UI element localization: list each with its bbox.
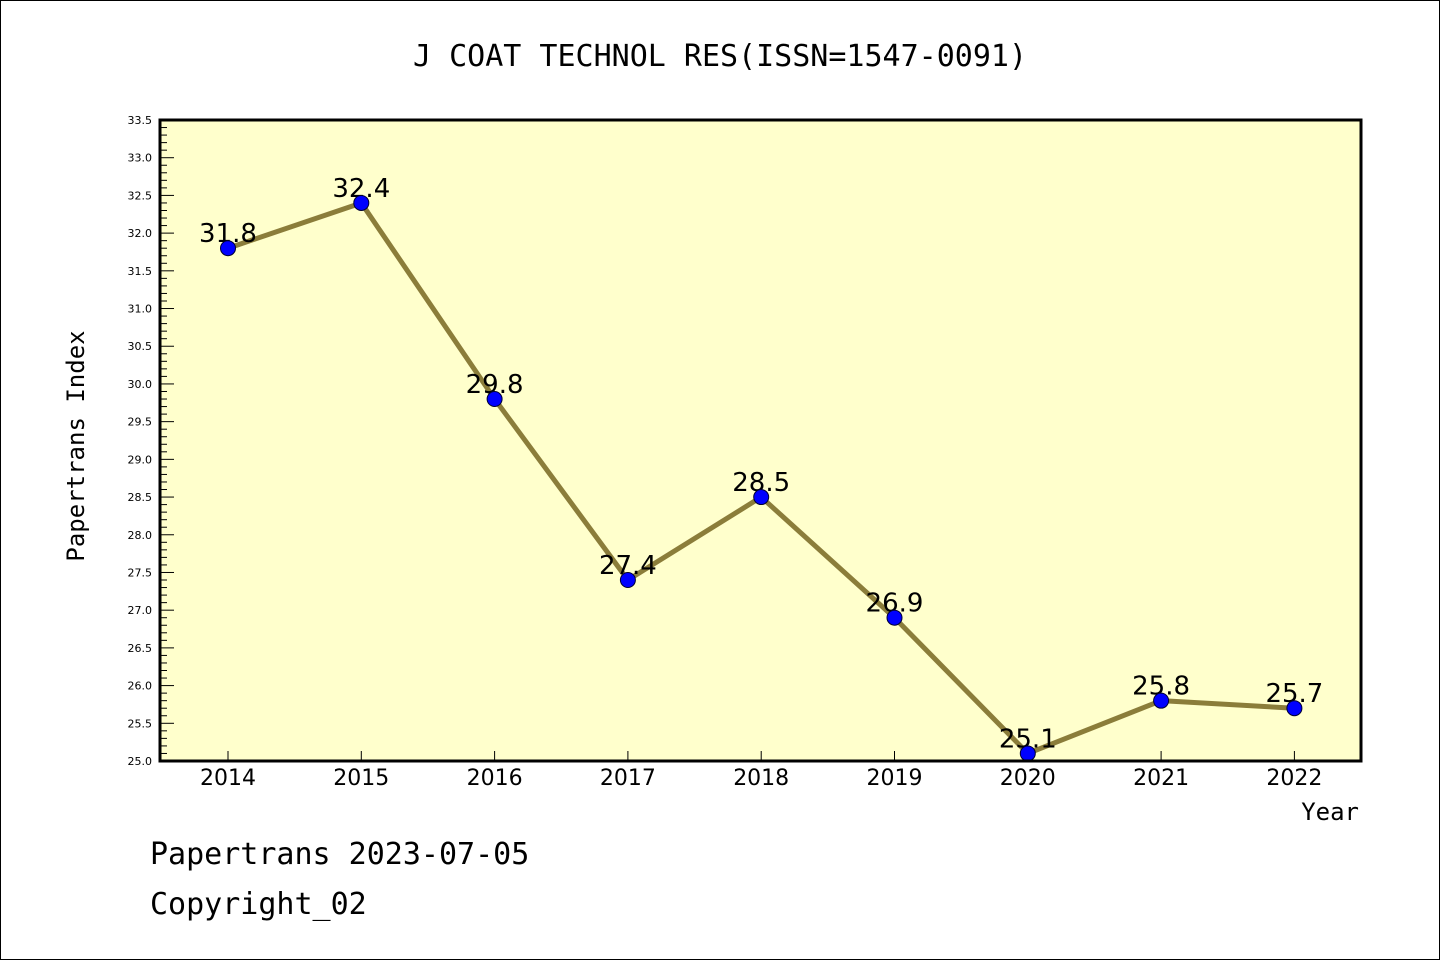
data-point [353,194,370,211]
y-tick-label: 32.5 [128,189,153,202]
series-group: 31.832.429.827.428.526.925.125.8 25.7 [199,174,1323,762]
x-tick-label: 2016 [467,766,523,791]
y-tick-label: 30.0 [128,378,153,391]
plot-area [160,120,1361,761]
data-point [753,489,770,506]
data-point [1019,745,1036,762]
y-tick-label: 27.5 [128,566,153,579]
y-tick-label: 29.5 [128,416,153,429]
footer-date: Papertrans 2023-07-05 [150,837,529,872]
x-axis: 2014 2015 2016 2017 2018 2019 2020 2021 2022 [200,751,1322,791]
y-axis-label: Papertrans Index [62,330,90,561]
x-tick-label: 2019 [867,766,923,791]
x-tick-label: 2015 [333,766,389,791]
x-tick-label: 2020 [1000,766,1056,791]
y-tick-label: 30.5 [128,340,153,353]
footer-copyright: Copyright_02 [150,887,367,922]
x-tick-label: 2017 [600,766,656,791]
data-point [1286,700,1303,717]
x-tick-label: 2018 [733,766,789,791]
y-tick-label: 31.0 [128,303,153,316]
y-tick-label: 29.0 [128,453,153,466]
data-point [619,572,636,589]
y-tick-label: 25.5 [128,717,153,730]
data-point [220,240,236,257]
data-point [1153,692,1170,709]
x-tick-label: 2014 [200,766,256,791]
x-tick-label: 2021 [1133,766,1189,791]
y-tick-label: 31.5 [128,265,153,278]
y-axis: 25.0 25.5 26.0 26.5 27.0 27.5 28.0 28.5 29.0 29.5… [128,114,174,768]
y-tick-label: 28.0 [128,529,153,542]
data-point [886,609,903,626]
y-tick-label: 33.5 [128,114,153,127]
y-tick-label: 27.0 [128,604,153,617]
data-point [486,391,503,408]
y-tick-label: 26.5 [128,642,153,655]
x-axis-label: Year [1301,798,1359,826]
y-tick-label: 26.0 [128,680,153,693]
y-tick-label: 32.0 [128,227,153,240]
chart-title: J COAT TECHNOL RES(ISSN=1547-0091) [413,39,1027,74]
y-tick-label: 33.0 [128,152,153,165]
y-tick-label: 28.5 [128,491,153,504]
x-tick-label: 2022 [1266,766,1322,791]
y-tick-label: 25.0 [128,755,153,768]
plot-border [158,118,1363,763]
